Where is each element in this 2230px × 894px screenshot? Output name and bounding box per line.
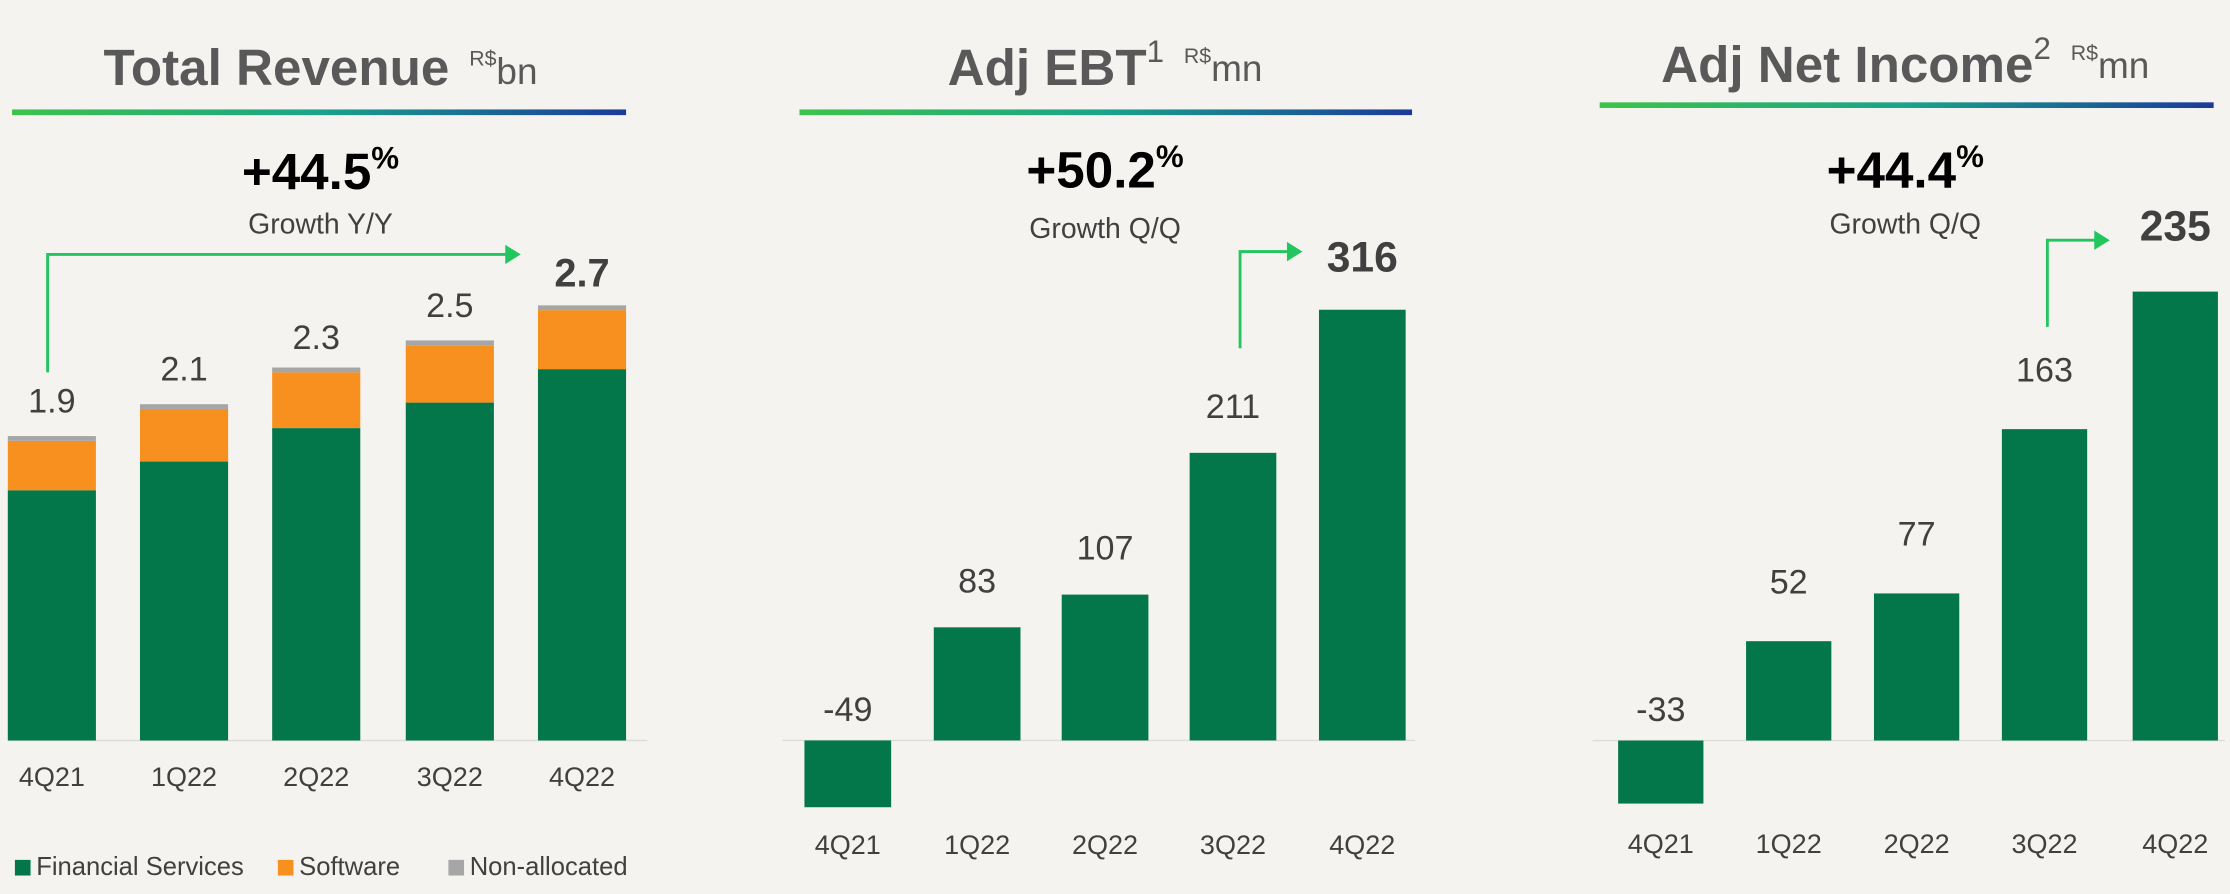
growth: +50.2% bbox=[1026, 139, 1183, 197]
bar-segment bbox=[537, 369, 627, 741]
growth: +44.4% bbox=[1827, 139, 1984, 197]
total-label: 2.1 bbox=[160, 351, 207, 389]
title-underline bbox=[12, 109, 627, 116]
bar-segment bbox=[139, 408, 229, 462]
growth-value: +44.4 bbox=[1827, 141, 1957, 198]
legend-label: Non-allocated bbox=[470, 853, 628, 881]
x-tick-label: 4Q22 bbox=[2142, 829, 2208, 859]
bar bbox=[2132, 291, 2218, 741]
bar-segment bbox=[405, 340, 494, 346]
value-label: 163 bbox=[2016, 351, 2073, 389]
total-label: 2.5 bbox=[426, 287, 473, 325]
value-label: 211 bbox=[1206, 388, 1260, 426]
title-underline bbox=[1599, 102, 2214, 109]
x-tick-label: 4Q22 bbox=[549, 762, 615, 792]
bar bbox=[933, 627, 1021, 741]
bar-segment bbox=[139, 404, 229, 409]
arrow-head bbox=[1286, 241, 1303, 262]
x-tick-label: 3Q22 bbox=[417, 762, 483, 792]
growth-unit: % bbox=[1156, 139, 1184, 174]
arrow bbox=[2045, 238, 2099, 327]
growth-value: +50.2 bbox=[1026, 141, 1155, 198]
x-tick-label: 1Q22 bbox=[944, 830, 1010, 860]
bar-segment bbox=[405, 345, 494, 403]
value-label: 83 bbox=[958, 562, 996, 600]
bar-segment bbox=[139, 461, 229, 741]
x-tick-label: 3Q22 bbox=[2012, 829, 2078, 859]
unit-prefix: R$ bbox=[2071, 41, 2098, 65]
x-tick-label: 2Q22 bbox=[1884, 829, 1950, 859]
value-label: 77 bbox=[1898, 516, 1936, 554]
value-label: 52 bbox=[1770, 563, 1808, 601]
growth-unit: % bbox=[1956, 139, 1984, 174]
legend-label: Software bbox=[299, 853, 400, 881]
growth-label: Growth Q/Q bbox=[1829, 208, 1981, 240]
chart-title: Adj Net Income2 R$mn bbox=[1661, 31, 2149, 92]
growth-arrows bbox=[46, 230, 2110, 373]
bar bbox=[804, 740, 892, 808]
arrow bbox=[46, 252, 510, 373]
bar bbox=[1873, 593, 1960, 741]
legend-swatch bbox=[448, 859, 465, 876]
title-text: Total Revenue bbox=[103, 39, 449, 96]
value-label: 316 bbox=[1327, 233, 1398, 281]
arrow-head bbox=[2094, 230, 2110, 250]
growth-value: +44.5 bbox=[242, 142, 371, 199]
x-tick-label: 4Q22 bbox=[1329, 830, 1395, 860]
x-tick-label: 4Q21 bbox=[815, 830, 881, 860]
bar-segment bbox=[405, 402, 494, 741]
bar-segment bbox=[537, 305, 627, 311]
bar-segment bbox=[272, 428, 361, 741]
value-label: 235 bbox=[2140, 202, 2211, 250]
bar-segment bbox=[272, 367, 361, 373]
unit-prefix: R$ bbox=[469, 46, 496, 70]
x-tick-label: 1Q22 bbox=[1756, 829, 1822, 859]
x-tick-label: 3Q22 bbox=[1200, 830, 1266, 860]
value-label: -33 bbox=[1636, 691, 1685, 729]
bar bbox=[1318, 309, 1406, 741]
legend-label: Financial Services bbox=[36, 853, 244, 881]
chart-title: Total Revenue R$bn bbox=[103, 39, 537, 96]
total-label: 2.7 bbox=[554, 252, 609, 296]
x-tick-label: 2Q22 bbox=[1072, 830, 1138, 860]
growth-label: Growth Q/Q bbox=[1029, 213, 1181, 245]
bar-segment bbox=[7, 490, 96, 741]
bar-segment bbox=[272, 372, 361, 429]
value-label: 107 bbox=[1077, 530, 1134, 568]
growth: +44.5% bbox=[242, 141, 399, 199]
unit: mn bbox=[2098, 45, 2149, 86]
bar-segment bbox=[7, 440, 96, 491]
total-label: 1.9 bbox=[28, 383, 75, 421]
chart-title: Adj EBT1 R$mn bbox=[948, 34, 1263, 95]
unit: bn bbox=[496, 51, 537, 92]
arrow bbox=[1238, 250, 1292, 349]
bar bbox=[1746, 641, 1832, 741]
value-label: -49 bbox=[823, 691, 872, 729]
title-text: Adj Net Income bbox=[1661, 36, 2033, 93]
title-underline bbox=[799, 109, 1413, 116]
bar bbox=[1189, 452, 1277, 741]
x-tick-label: 1Q22 bbox=[151, 762, 217, 792]
title-note: 2 bbox=[2034, 31, 2051, 66]
legend-swatch bbox=[14, 859, 31, 876]
bar bbox=[1618, 740, 1704, 804]
unit: mn bbox=[1211, 48, 1262, 89]
bar-segment bbox=[7, 436, 96, 441]
bar bbox=[2001, 429, 2088, 741]
unit-prefix: R$ bbox=[1184, 43, 1211, 67]
bar-segment bbox=[537, 310, 627, 370]
title-note: 1 bbox=[1147, 34, 1164, 69]
title-text: Adj EBT bbox=[948, 39, 1147, 96]
growth-label: Growth Y/Y bbox=[248, 208, 393, 240]
bar bbox=[1061, 594, 1149, 741]
growth-unit: % bbox=[371, 141, 399, 176]
x-tick-label: 4Q21 bbox=[1628, 829, 1694, 859]
x-tick-label: 2Q22 bbox=[283, 762, 349, 792]
legend-swatch bbox=[277, 859, 294, 876]
arrow-head bbox=[505, 244, 521, 265]
x-tick-label: 4Q21 bbox=[19, 762, 85, 792]
total-label: 2.3 bbox=[293, 319, 340, 357]
